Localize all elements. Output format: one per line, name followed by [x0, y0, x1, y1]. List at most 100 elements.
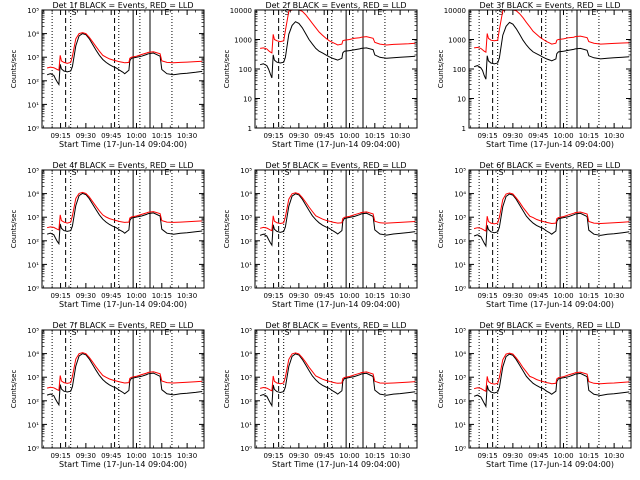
- x-tick-label: 10:30: [604, 452, 624, 460]
- plot-frame: [468, 329, 632, 449]
- x-tick-label: 10:15: [579, 452, 599, 460]
- lld-series-line: [260, 9, 416, 54]
- lld-series-line: [46, 352, 203, 392]
- y-tick-label: 10³: [27, 54, 39, 62]
- x-tick-label: 10:30: [390, 452, 410, 460]
- x-tick-label: 09:30: [503, 132, 523, 140]
- marker-label: E: [164, 328, 169, 337]
- y-tick-label: 10⁴: [27, 191, 39, 199]
- marker-label: E: [591, 168, 596, 177]
- marker-label: S: [499, 8, 504, 17]
- plot-frame: [41, 329, 205, 449]
- x-tick-label: 10:15: [579, 132, 599, 140]
- y-tick-label: 10²: [240, 238, 252, 246]
- x-tick-label: 09:15: [263, 292, 283, 300]
- x-axis-label: Start Time (17-Jun-14 09:04:00): [59, 460, 187, 469]
- x-tick-label: 10:15: [152, 452, 172, 460]
- y-tick-label: 10⁵: [27, 167, 39, 175]
- y-tick-label: 10⁰: [454, 445, 466, 453]
- x-tick-label: 10:15: [152, 292, 172, 300]
- y-tick-label: 10: [457, 96, 466, 104]
- y-tick-label: 10⁰: [27, 125, 39, 133]
- x-tick-label: 09:30: [289, 292, 309, 300]
- y-tick-label: 10³: [27, 374, 39, 382]
- x-tick-label: 09:30: [76, 132, 96, 140]
- y-tick-label: 10000: [444, 7, 466, 15]
- events-series-line: [259, 353, 416, 408]
- x-tick-label: 10:00: [339, 132, 359, 140]
- plot-frame: [468, 9, 632, 129]
- y-tick-label: 10²: [27, 78, 39, 86]
- y-tick-label: 10⁴: [27, 31, 39, 39]
- chart-title: Det 5f BLACK = Events, RED = LLD: [265, 161, 406, 170]
- x-tick-label: 09:45: [528, 452, 548, 460]
- y-tick-label: 10⁵: [27, 327, 39, 335]
- y-tick-label: 10¹: [27, 101, 39, 109]
- y-tick-label: 10¹: [454, 421, 466, 429]
- marker-label: S: [72, 328, 77, 337]
- events-series-line: [473, 21, 630, 80]
- y-axis-label: Counts/sec: [223, 210, 231, 249]
- y-tick-label: 10²: [454, 238, 466, 246]
- plot-frame: [254, 169, 418, 289]
- x-tick-label: 10:30: [604, 292, 624, 300]
- y-tick-label: 10⁴: [454, 191, 466, 199]
- y-tick-label: 10⁵: [240, 327, 252, 335]
- x-tick-label: 09:15: [263, 132, 283, 140]
- lld-series-line: [46, 32, 203, 71]
- marker-label: E: [591, 328, 596, 337]
- y-tick-label: 10¹: [454, 261, 466, 269]
- marker-label: E: [164, 8, 169, 17]
- y-tick-label: 10³: [454, 374, 466, 382]
- x-axis-label: Start Time (17-Jun-14 09:04:00): [486, 460, 614, 469]
- x-tick-label: 09:15: [477, 132, 497, 140]
- x-tick-label: 09:45: [314, 452, 334, 460]
- chart-title: Det 6f BLACK = Events, RED = LLD: [479, 161, 620, 170]
- y-axis-label: Counts/sec: [223, 370, 231, 409]
- plot-frame: [41, 169, 205, 289]
- x-axis-label: Start Time (17-Jun-14 09:04:00): [59, 140, 187, 149]
- marker-label: S: [499, 328, 504, 337]
- y-tick-label: 10⁵: [454, 167, 466, 175]
- y-tick-label: 10⁰: [27, 445, 39, 453]
- x-tick-label: 09:45: [314, 132, 334, 140]
- y-axis-label: Counts/sec: [437, 370, 445, 409]
- y-tick-label: 10⁵: [240, 167, 252, 175]
- x-tick-label: 09:15: [50, 292, 70, 300]
- y-tick-label: 10³: [454, 214, 466, 222]
- y-axis-label: Counts/sec: [223, 50, 231, 89]
- marker-label: S: [285, 328, 290, 337]
- y-tick-label: 10¹: [240, 421, 252, 429]
- y-tick-label: 10⁰: [240, 285, 252, 293]
- x-tick-label: 09:15: [263, 452, 283, 460]
- plot-frame: [468, 169, 632, 289]
- y-axis-label: Counts/sec: [10, 210, 18, 249]
- y-tick-label: 10⁰: [240, 445, 252, 453]
- x-tick-label: 09:30: [503, 292, 523, 300]
- x-tick-label: 09:30: [76, 452, 96, 460]
- y-tick-label: 10⁰: [454, 285, 466, 293]
- lld-series-line: [259, 352, 416, 392]
- y-tick-label: 10²: [454, 398, 466, 406]
- x-tick-label: 09:45: [101, 292, 121, 300]
- y-axis-label: Counts/sec: [437, 50, 445, 89]
- y-tick-label: 10⁰: [27, 285, 39, 293]
- plot-frame: [254, 329, 418, 449]
- y-tick-label: 10⁴: [240, 191, 252, 199]
- x-tick-label: 09:15: [50, 132, 70, 140]
- y-tick-label: 10¹: [240, 261, 252, 269]
- marker-label: E: [164, 168, 169, 177]
- x-axis-label: Start Time (17-Jun-14 09:04:00): [59, 300, 187, 309]
- y-tick-label: 10³: [240, 374, 252, 382]
- y-tick-label: 10²: [27, 398, 39, 406]
- plot-frame: [254, 9, 418, 129]
- x-tick-label: 10:15: [365, 132, 385, 140]
- y-tick-label: 10²: [27, 238, 39, 246]
- x-axis-label: Start Time (17-Jun-14 09:04:00): [486, 300, 614, 309]
- marker-label: S: [285, 8, 290, 17]
